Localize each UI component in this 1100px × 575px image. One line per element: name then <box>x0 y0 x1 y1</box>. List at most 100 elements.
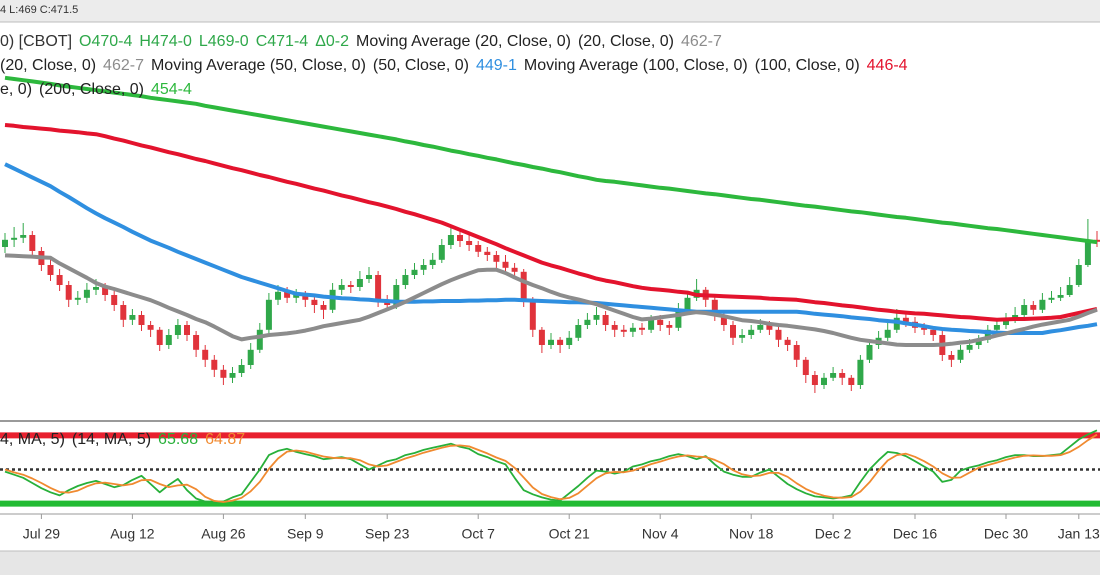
candle-body <box>475 245 482 252</box>
candle-body <box>74 297 81 300</box>
line-series <box>4 253 1098 347</box>
candle-body <box>739 335 746 338</box>
legend-item: 446-4 <box>866 57 908 74</box>
candle-body <box>138 315 145 325</box>
candle-body <box>129 315 136 320</box>
candle-body <box>420 265 427 270</box>
x-tick-label: Dec 16 <box>893 526 938 542</box>
x-tick-label: Oct 21 <box>549 526 590 542</box>
legend-row: 0) [CBOT] O470-4 H474-0 L469-0 C471-4 Δ0-2 Mov… <box>0 32 722 52</box>
candle-body <box>1021 305 1028 315</box>
candle-body <box>93 287 99 290</box>
candle-body <box>438 245 445 260</box>
oscillator-legend: 4, MA, 5) (14, MA, 5) 65.68 64.87 <box>0 430 245 450</box>
candle-body <box>675 309 682 328</box>
candle-body <box>356 279 363 287</box>
legend-item: H474-0 <box>139 33 192 50</box>
candle-body <box>502 261 509 268</box>
candle-body <box>56 275 63 285</box>
candle-body <box>657 319 664 325</box>
candle-body <box>311 299 318 305</box>
candle-body <box>520 271 527 300</box>
legend-item: 449-1 <box>475 57 517 74</box>
candle-body <box>256 329 263 350</box>
candle-body <box>147 325 154 330</box>
candle-body <box>566 337 573 345</box>
legend-item: (100, Close, 0) <box>754 57 860 74</box>
candle-body <box>466 241 473 245</box>
x-tick-label: Aug 12 <box>110 526 155 542</box>
oscillator-panel <box>0 429 1100 507</box>
candle-body <box>20 235 27 238</box>
candle-body <box>411 269 418 275</box>
candle-body <box>639 327 645 330</box>
candle-body <box>275 291 281 300</box>
candle-body <box>611 325 618 330</box>
candle-body <box>211 359 218 370</box>
candle-body <box>966 345 973 350</box>
candle-body <box>538 329 545 345</box>
candle-body <box>529 299 536 330</box>
candle-body <box>11 237 18 240</box>
legend-item: (20, Close, 0) <box>0 57 97 74</box>
candle-body <box>293 295 300 298</box>
candle-body <box>748 329 755 335</box>
line-series <box>4 433 1098 503</box>
candle-body <box>930 329 937 335</box>
legend-item: 4, MA, 5) <box>0 431 65 448</box>
x-tick-label: Jul 29 <box>23 526 61 542</box>
candle-body <box>1057 295 1064 298</box>
legend-item: 0) [CBOT] <box>0 33 73 50</box>
legend-item: (50, Close, 0) <box>372 57 469 74</box>
candle-body <box>366 275 372 279</box>
candle-body <box>156 329 163 345</box>
candle-body <box>347 285 354 287</box>
legend-item: (20, Close, 0) <box>577 33 674 50</box>
legend-item: (14, MA, 5) <box>71 431 152 448</box>
candle-body <box>1075 265 1082 285</box>
candle-body <box>866 345 873 360</box>
candle-body <box>484 251 491 255</box>
legend-item: O470-4 <box>79 33 133 50</box>
candle-body <box>1003 319 1009 325</box>
legend-item: Moving Average (20, Close, 0) <box>356 33 571 50</box>
candle-body <box>648 319 655 330</box>
candle-body <box>402 275 409 285</box>
candle-body <box>493 255 500 262</box>
candle-body <box>620 329 627 332</box>
candle-body <box>174 325 181 335</box>
candle-body <box>238 365 245 373</box>
x-tick-label: Dec 2 <box>815 526 852 542</box>
candle-body <box>830 373 837 378</box>
legend-row: e, 0) (200, Close, 0) 454-4 <box>0 80 192 100</box>
x-tick-label: Nov 18 <box>729 526 774 542</box>
candle-body <box>202 349 209 360</box>
legend-item: 64.87 <box>205 431 246 448</box>
candle-body <box>1039 299 1046 310</box>
candle-body <box>711 299 718 315</box>
legend-item: e, 0) <box>0 81 33 98</box>
candle-body <box>757 325 764 330</box>
candle-body <box>329 289 336 310</box>
line-series <box>4 75 1098 245</box>
candle-body <box>839 373 846 378</box>
candle-body <box>29 235 36 251</box>
candle-body <box>193 335 200 350</box>
candle-body <box>2 239 8 247</box>
candle-body <box>821 377 827 385</box>
legend-item: Moving Average (50, Close, 0) <box>150 57 366 74</box>
line-series <box>4 429 1098 504</box>
bottom-bar <box>0 551 1100 575</box>
candle-body <box>447 235 454 245</box>
candle-body <box>65 285 72 300</box>
candle-body <box>629 327 636 332</box>
candle-body <box>557 339 564 345</box>
candle-body <box>884 329 891 338</box>
candle-body <box>993 325 1000 330</box>
candle-body <box>83 289 90 298</box>
candle-body <box>984 329 991 340</box>
candle-body <box>857 359 864 385</box>
candle-body <box>1030 305 1037 310</box>
candle-body <box>338 285 345 290</box>
